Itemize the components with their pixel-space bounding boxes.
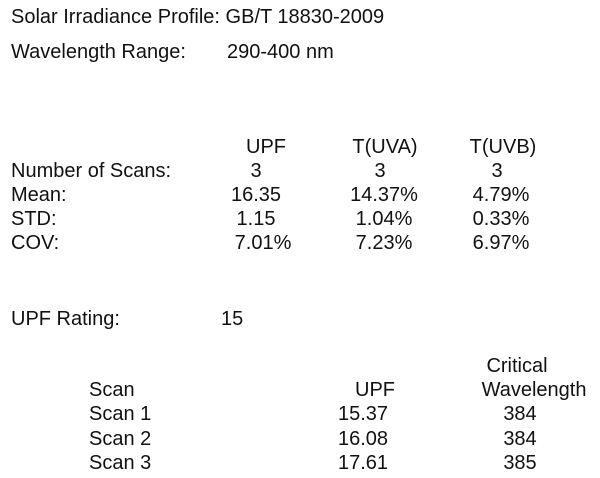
summary-cell: 3: [250, 160, 262, 182]
scan-row-upf: 16.08: [337, 428, 389, 450]
scan-row-label: Scan 3: [89, 452, 152, 474]
summary-cell: 6.97%: [472, 232, 530, 254]
wavelength-range-value: 290-400 nm: [227, 41, 334, 63]
summary-cell: 4.79%: [472, 184, 530, 206]
scan-row-wavelength: 384: [503, 403, 537, 425]
summary-cell: 14.37%: [350, 184, 418, 206]
summary-row-label: Number of Scans:: [11, 160, 172, 182]
summary-cell: 1.04%: [355, 208, 413, 230]
summary-cell: 16.35: [230, 184, 282, 206]
summary-row-label: STD:: [11, 208, 57, 230]
upf-rating-value: 15: [221, 308, 244, 330]
wavelength-range-label: Wavelength Range:: [11, 41, 186, 63]
scan-row-wavelength: 384: [503, 428, 537, 450]
summary-cell: 1.15: [236, 208, 276, 230]
scans-header-critical: Critical: [486, 355, 548, 377]
scans-header-wavelength: Wavelength: [481, 379, 587, 401]
scan-row-label: Scan 1: [89, 403, 152, 425]
summary-row-label: COV:: [11, 232, 60, 254]
summary-cell: 0.33%: [472, 208, 530, 230]
report-title: Solar Irradiance Profile: GB/T 18830-200…: [11, 6, 385, 28]
summary-header-tuvb: T(UVB): [469, 136, 537, 158]
summary-cell: 7.23%: [355, 232, 413, 254]
scans-header-upf: UPF: [355, 379, 395, 401]
summary-row-label: Mean:: [11, 184, 67, 206]
summary-cell: 7.01%: [234, 232, 292, 254]
summary-cell: 3: [491, 160, 503, 182]
summary-header-upf: UPF: [246, 136, 286, 158]
scans-header-scan: Scan: [89, 379, 135, 401]
scan-row-upf: 17.61: [337, 452, 389, 474]
summary-cell: 3: [374, 160, 386, 182]
summary-header-tuva: T(UVA): [352, 136, 418, 158]
scan-row-upf: 15.37: [337, 403, 389, 425]
upf-rating-label: UPF Rating:: [11, 308, 120, 330]
scan-row-wavelength: 385: [503, 452, 537, 474]
scan-row-label: Scan 2: [89, 428, 152, 450]
